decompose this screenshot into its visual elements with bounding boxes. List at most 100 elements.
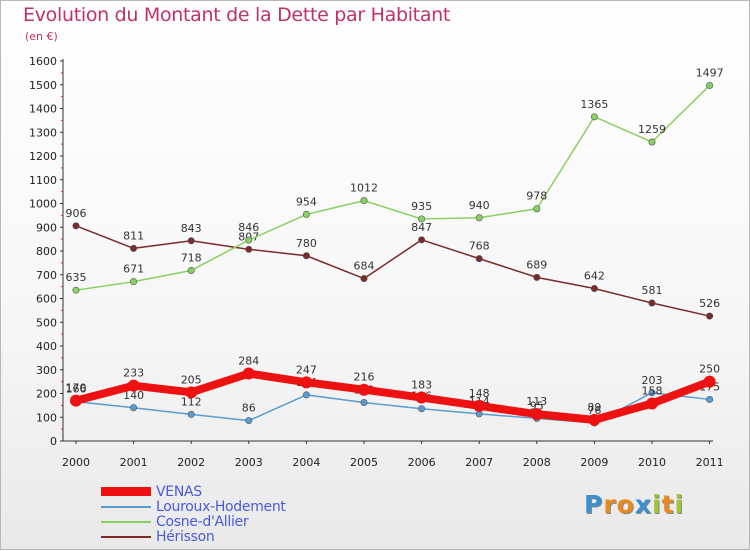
data-point-cosne-d-allier bbox=[187, 266, 195, 274]
data-label-h-risson: 843 bbox=[181, 222, 202, 235]
data-point-venas bbox=[185, 386, 198, 399]
data-label-venas: 89 bbox=[587, 401, 601, 414]
data-point-venas bbox=[242, 367, 255, 380]
data-point-louroux-hodement bbox=[418, 405, 426, 413]
data-label-louroux-hodement: 140 bbox=[123, 389, 144, 402]
x-tick-label: 2002 bbox=[177, 456, 205, 469]
data-label-venas: 148 bbox=[469, 387, 490, 400]
x-tick-label: 2007 bbox=[465, 456, 493, 469]
data-label-cosne-d-allier: 978 bbox=[526, 190, 547, 203]
data-label-cosne-d-allier: 846 bbox=[238, 221, 259, 234]
data-label-h-risson: 689 bbox=[526, 258, 547, 271]
y-tick-label: 700 bbox=[36, 269, 57, 282]
data-point-louroux-hodement bbox=[130, 404, 138, 412]
data-label-h-risson: 684 bbox=[354, 260, 375, 273]
legend-label-herisson: Hérisson bbox=[156, 529, 215, 545]
x-tick-label: 2006 bbox=[408, 456, 436, 469]
logo-letter: i bbox=[652, 490, 662, 519]
data-point-h-risson bbox=[590, 285, 598, 293]
y-tick-label: 1400 bbox=[29, 103, 57, 116]
series-line-h-risson bbox=[75, 225, 710, 317]
data-point-cosne-d-allier bbox=[245, 236, 253, 244]
logo-letter: i bbox=[674, 490, 685, 519]
y-tick-label: 600 bbox=[36, 293, 57, 306]
legend-label-cosne-dallier: Cosne-d'Allier bbox=[156, 514, 249, 530]
data-label-h-risson: 526 bbox=[699, 297, 720, 310]
data-point-louroux-hodement bbox=[302, 391, 310, 399]
data-label-h-risson: 780 bbox=[296, 237, 317, 250]
data-label-cosne-d-allier: 1259 bbox=[638, 123, 666, 136]
data-label-h-risson: 581 bbox=[642, 284, 663, 297]
y-tick-label: 200 bbox=[36, 388, 57, 401]
data-label-venas: 284 bbox=[238, 355, 259, 368]
data-point-louroux-hodement bbox=[187, 410, 195, 418]
legend-label-louroux-hodement: Louroux-Hodement bbox=[156, 499, 286, 515]
y-tick-label: 1600 bbox=[29, 55, 57, 68]
data-point-cosne-d-allier bbox=[72, 286, 80, 294]
logo-letter: P bbox=[584, 490, 604, 519]
y-tick-label: 1200 bbox=[29, 150, 57, 163]
data-label-louroux-hodement: 95 bbox=[530, 399, 544, 412]
series-line-cosne-d-allier bbox=[75, 84, 711, 291]
legend-label-venas: VENAS bbox=[156, 484, 202, 500]
data-label-venas: 183 bbox=[411, 379, 432, 392]
x-tick-label: 2008 bbox=[523, 456, 551, 469]
data-point-cosne-d-allier bbox=[706, 81, 714, 89]
logo-letter: r bbox=[603, 490, 617, 519]
data-point-venas bbox=[646, 397, 658, 410]
data-point-louroux-hodement bbox=[706, 395, 714, 403]
data-point-venas bbox=[415, 391, 428, 404]
data-point-louroux-hodement bbox=[648, 389, 656, 397]
y-tick-label: 1000 bbox=[29, 198, 57, 211]
y-tick-label: 500 bbox=[36, 316, 57, 329]
data-label-h-risson: 768 bbox=[469, 240, 490, 253]
data-label-cosne-d-allier: 1497 bbox=[696, 66, 724, 79]
data-point-venas bbox=[70, 394, 82, 407]
legend-swatch-herisson bbox=[101, 536, 151, 538]
data-label-louroux-hodement: 166 bbox=[66, 383, 87, 396]
data-label-louroux-hodement: 112 bbox=[181, 395, 202, 408]
data-point-cosne-d-allier bbox=[475, 214, 483, 222]
y-tick-label: 0 bbox=[50, 435, 57, 448]
y-tick-label: 1500 bbox=[29, 79, 57, 92]
data-label-venas: 158 bbox=[642, 384, 663, 397]
data-point-h-risson bbox=[245, 245, 253, 253]
data-point-h-risson bbox=[648, 299, 656, 307]
data-point-h-risson bbox=[360, 275, 368, 283]
legend-swatch-venas bbox=[101, 487, 151, 496]
series-line-venas bbox=[74, 369, 712, 424]
data-label-cosne-d-allier: 671 bbox=[123, 263, 144, 276]
legend-swatch-cosne-dallier bbox=[101, 521, 151, 523]
data-point-h-risson bbox=[418, 236, 426, 244]
data-label-cosne-d-allier: 1012 bbox=[350, 182, 378, 195]
data-label-cosne-d-allier: 935 bbox=[411, 200, 432, 213]
data-label-venas: 250 bbox=[699, 363, 720, 376]
data-point-cosne-d-allier bbox=[302, 210, 310, 218]
data-point-h-risson bbox=[302, 252, 310, 260]
data-label-venas: 170 bbox=[66, 382, 87, 395]
data-point-h-risson bbox=[72, 222, 80, 230]
data-label-cosne-d-allier: 1365 bbox=[580, 98, 608, 111]
x-tick-label: 2010 bbox=[638, 456, 666, 469]
y-tick-label: 100 bbox=[36, 411, 57, 424]
data-label-venas: 233 bbox=[123, 367, 144, 380]
y-tick-label: 1300 bbox=[29, 126, 57, 139]
data-point-venas bbox=[703, 375, 716, 388]
data-point-louroux-hodement bbox=[245, 417, 253, 425]
chart-subtitle: (en €) bbox=[25, 30, 58, 43]
data-point-h-risson bbox=[130, 244, 138, 252]
proxiti-logo: Proxiti bbox=[584, 490, 684, 519]
x-tick-label: 2009 bbox=[580, 456, 608, 469]
data-point-venas bbox=[473, 399, 486, 412]
data-point-cosne-d-allier bbox=[533, 205, 541, 213]
x-tick-label: 2001 bbox=[120, 456, 148, 469]
data-point-cosne-d-allier bbox=[130, 278, 138, 286]
logo-letter: t bbox=[661, 490, 675, 519]
logo-letter: o bbox=[616, 490, 635, 519]
data-point-h-risson bbox=[706, 312, 714, 320]
data-point-h-risson bbox=[187, 237, 195, 245]
data-label-h-risson: 642 bbox=[584, 270, 605, 283]
x-tick-label: 2003 bbox=[235, 456, 263, 469]
data-label-h-risson: 811 bbox=[123, 229, 144, 242]
